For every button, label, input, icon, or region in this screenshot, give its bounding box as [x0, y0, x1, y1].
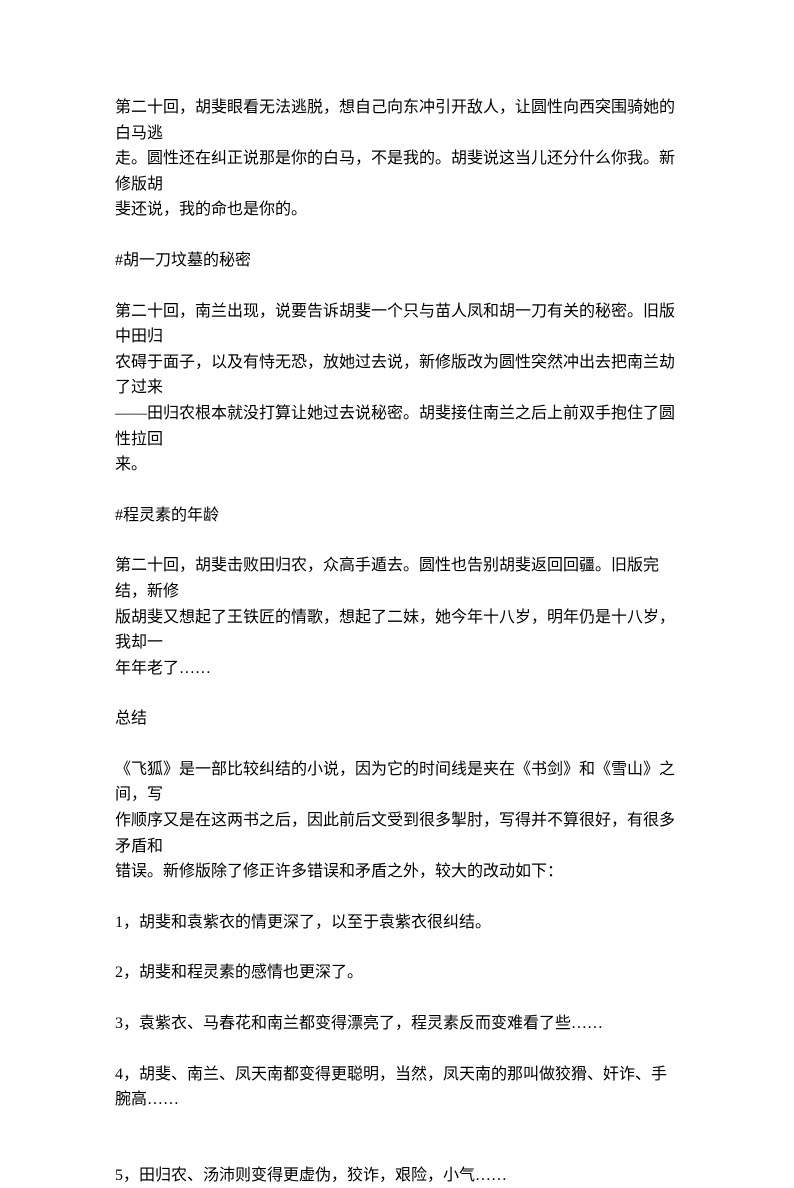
text-line: 走。圆性还在纠正说那是你的白马，不是我的。胡斐说这当儿还分什么你我。新修版胡 — [115, 146, 679, 197]
blank-line — [115, 885, 679, 910]
blank-line — [115, 681, 679, 706]
text-line: 《飞狐》是一部比较纠结的小说，因为它的时间线是夹在《书剑》和《雪山》之间，写 — [115, 757, 679, 808]
text-line: 错误。新修版除了修正许多错误和矛盾之外，较大的改动如下： — [115, 859, 679, 885]
text-line: 第二十回，南兰出现，说要告诉胡斐一个只与苗人凤和胡一刀有关的秘密。旧版中田归 — [115, 299, 679, 350]
section-heading: #程灵素的年龄 — [115, 503, 679, 529]
text-line: 年年老了…… — [115, 656, 679, 682]
list-item: 4，胡斐、南兰、凤天南都变得更聪明，当然，凤天南的那叫做狡猾、奸诈、手腕高…… — [115, 1062, 679, 1113]
text-line: 斐还说，我的命也是你的。 — [115, 197, 679, 223]
blank-line — [115, 1138, 679, 1163]
blank-line — [115, 986, 679, 1011]
blank-line — [115, 1037, 679, 1062]
blank-line — [115, 528, 679, 553]
text-line: ——田归农根本就没打算让她过去说秘密。胡斐接住南兰之后上前双手抱住了圆性拉回 — [115, 401, 679, 452]
blank-line — [115, 732, 679, 757]
list-item: 1，胡斐和袁紫衣的情更深了，以至于袁紫衣很纠结。 — [115, 910, 679, 936]
section-heading: #胡一刀坟墓的秘密 — [115, 248, 679, 274]
blank-line — [115, 935, 679, 960]
blank-line — [115, 223, 679, 248]
text-line: 版胡斐又想起了王铁匠的情歌，想起了二妹，她今年十八岁，明年仍是十八岁，我却一 — [115, 605, 679, 656]
list-item: 5，田归农、汤沛则变得更虚伪，狡诈，艰险，小气…… — [115, 1163, 679, 1188]
list-item: 2，胡斐和程灵素的感情也更深了。 — [115, 960, 679, 986]
text-line: 来。 — [115, 452, 679, 478]
blank-line — [115, 1113, 679, 1138]
text-line: 作顺序又是在这两书之后，因此前后文受到很多掣肘，写得并不算很好，有很多矛盾和 — [115, 808, 679, 859]
text-line: 第二十回，胡斐击败田归农，众高手遁去。圆性也告别胡斐返回回疆。旧版完结，新修 — [115, 553, 679, 604]
text-line: 第二十回，胡斐眼看无法逃脱，想自己向东冲引开敌人，让圆性向西突围骑她的白马逃 — [115, 95, 679, 146]
list-item: 3，袁紫衣、马春花和南兰都变得漂亮了，程灵素反而变难看了些…… — [115, 1011, 679, 1037]
document-content: 第二十回，胡斐眼看无法逃脱，想自己向东冲引开敌人，让圆性向西突围骑她的白马逃 走… — [115, 95, 679, 1188]
blank-line — [115, 478, 679, 503]
blank-line — [115, 274, 679, 299]
text-line: 农碍于面子，以及有恃无恐，放她过去说，新修版改为圆性突然冲出去把南兰劫了过来 — [115, 350, 679, 401]
section-heading: 总结 — [115, 706, 679, 732]
